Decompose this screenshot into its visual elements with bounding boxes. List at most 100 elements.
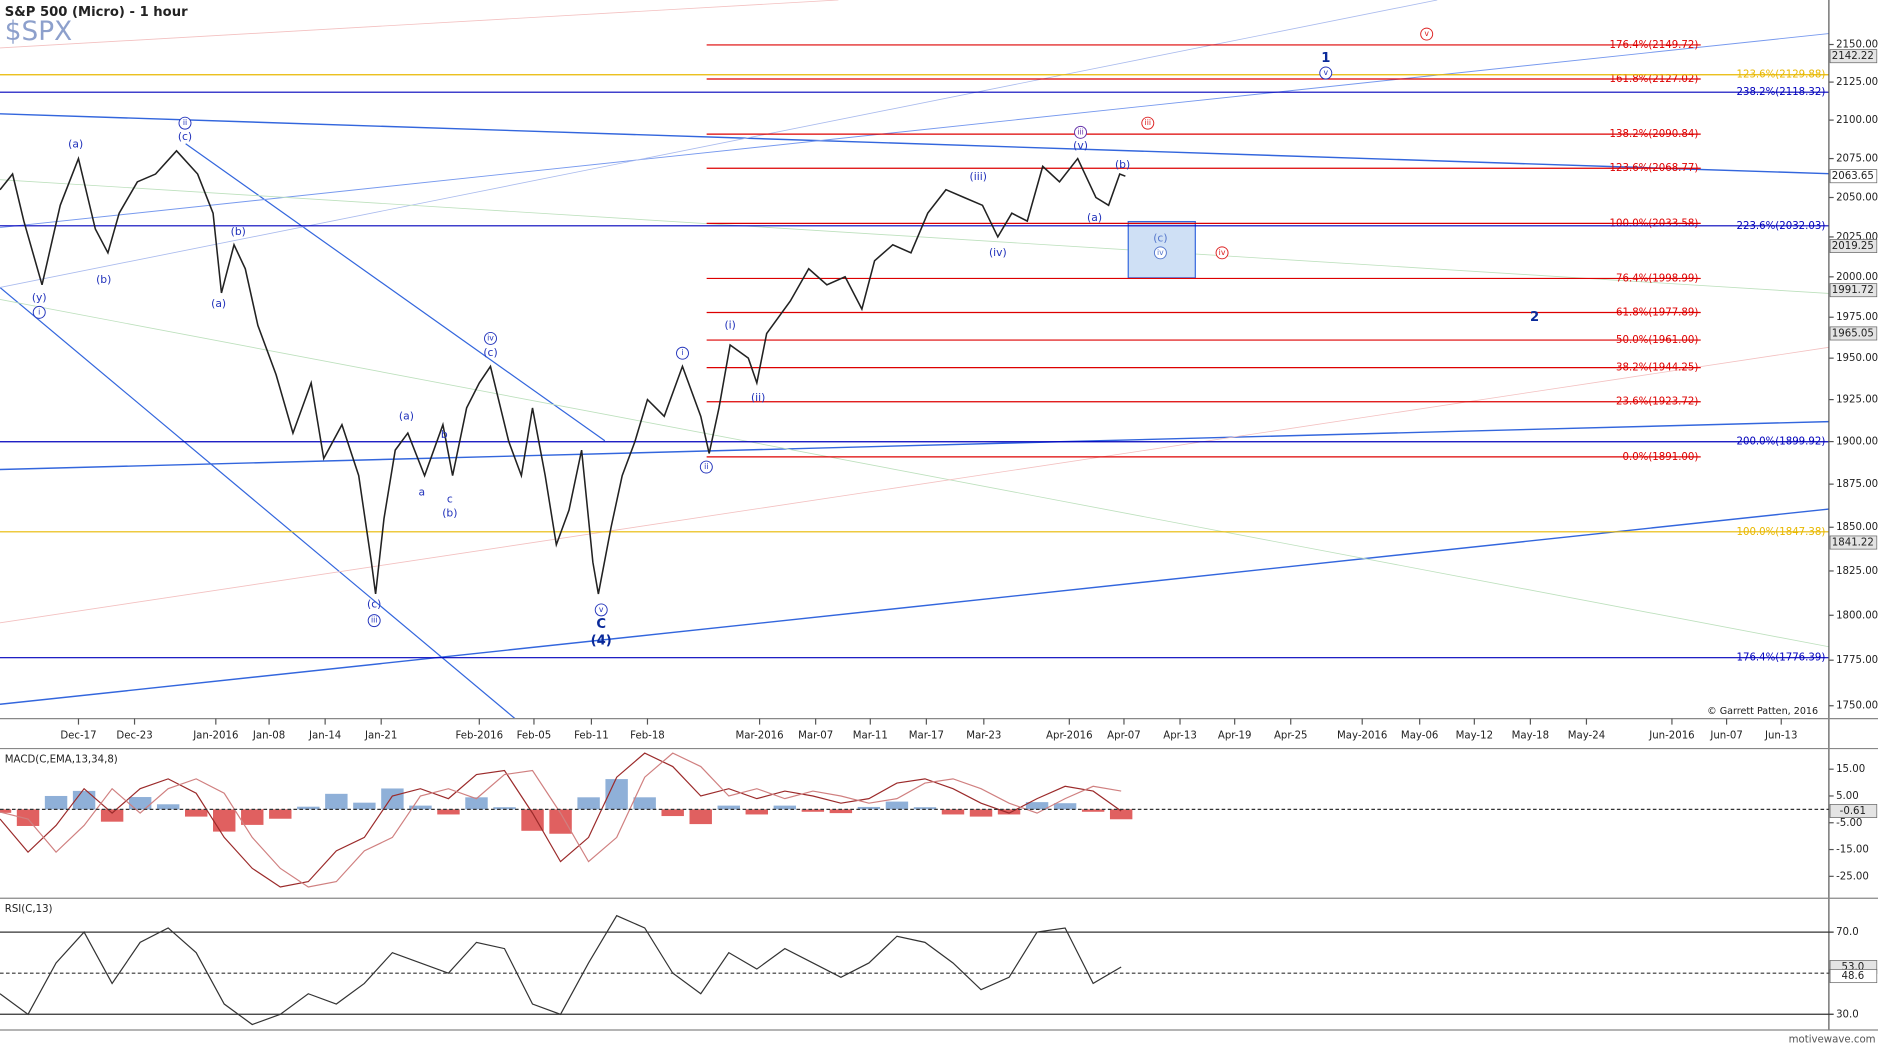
wave-label: 1 [1321, 51, 1330, 66]
y-tick-label: 15.00 [1836, 764, 1865, 775]
wave-label: (b) [96, 273, 111, 286]
wave-label: iii [1077, 127, 1083, 136]
trendline [0, 508, 1829, 705]
trendline [185, 143, 606, 442]
x-tick-label: Feb-18 [630, 730, 665, 741]
y-tick-label: -15.00 [1836, 845, 1869, 856]
wave-circle [1141, 116, 1155, 130]
price-tag-label: 1965.05 [1832, 328, 1874, 339]
price-tag [1829, 49, 1878, 64]
macd-line [0, 752, 1122, 888]
wave-label: (b) [231, 225, 246, 238]
wave-label: b [441, 428, 448, 441]
wave-circle [32, 305, 46, 319]
y-tick-label: 2150.00 [1836, 40, 1878, 51]
wave-circle [1215, 246, 1229, 260]
pane-title: RSI(C,13) [5, 904, 53, 915]
y-tick-label: 1775.00 [1836, 655, 1878, 666]
wave-label: (iv) [989, 246, 1007, 259]
wave-circle [178, 116, 192, 130]
histogram-bar [381, 788, 404, 810]
price-tag-label: 2063.65 [1832, 171, 1874, 182]
wave-circle [676, 346, 689, 360]
histogram-bar [689, 809, 712, 825]
histogram-bar [577, 797, 600, 810]
histogram-bar [941, 809, 965, 815]
y-tick-label: 1750.00 [1836, 701, 1878, 712]
histogram-bar [493, 807, 516, 810]
wave-label: (ii) [751, 391, 765, 404]
y-tick-label: -5.00 [1836, 818, 1862, 829]
y-tick-label: 1875.00 [1836, 479, 1878, 490]
histogram-bar [1081, 809, 1105, 812]
fib-label: 123.6%(2068.77) [1610, 163, 1699, 174]
histogram-bar [605, 779, 628, 810]
trendline [0, 299, 1829, 648]
fib-label: 50.0%(1961.00) [1616, 335, 1698, 346]
wave-label: (iii) [970, 170, 987, 183]
wave-label: i [681, 348, 683, 357]
trendline [0, 346, 1829, 624]
x-tick-label: Mar-23 [966, 730, 1001, 741]
x-tick-label: Mar-07 [798, 730, 833, 741]
wave-label: v [599, 605, 604, 614]
fib-label: 38.2%(1944.25) [1616, 363, 1698, 374]
wave-label: iv [1157, 248, 1164, 257]
fib-label: 223.6%(2032.03) [1737, 221, 1826, 232]
histogram-bar [717, 805, 740, 810]
histogram-bar [773, 805, 797, 810]
histogram-bar [633, 797, 656, 810]
histogram-bar [16, 809, 40, 826]
x-tick-label: May-18 [1512, 730, 1549, 741]
y-tick-label: 1925.00 [1836, 395, 1878, 406]
x-tick-label: May-12 [1456, 730, 1493, 741]
chart-title: S&P 500 (Micro) - 1 hour [5, 5, 188, 20]
histogram-bar [829, 809, 853, 814]
fib-label: 123.6%(2129.88) [1737, 70, 1826, 81]
histogram-bar [72, 790, 96, 810]
chart-subtitle: $SPX [5, 17, 72, 47]
histogram-bar [325, 793, 348, 810]
wave-label: (a) [399, 409, 414, 422]
x-tick-label: Jan-14 [308, 730, 341, 741]
histogram-bar [1025, 802, 1049, 810]
wave-label: iii [1145, 118, 1151, 127]
price-tag-label: -0.61 [1840, 806, 1866, 817]
y-tick-label: 2000.00 [1836, 272, 1878, 283]
wave-label: (a) [211, 297, 226, 310]
y-tick-label: 2125.00 [1836, 77, 1878, 88]
histogram-bar [128, 797, 152, 810]
histogram-bar [241, 809, 264, 825]
x-tick-label: Dec-17 [60, 730, 96, 741]
price-tag [1829, 283, 1878, 298]
y-tick-label: 2050.00 [1836, 193, 1878, 204]
histogram-bar [521, 809, 544, 831]
y-tick-label: 1900.00 [1836, 437, 1878, 448]
price-tag [1829, 169, 1878, 184]
x-tick-label: May-06 [1401, 730, 1438, 741]
x-tick-label: Jan-08 [252, 730, 285, 741]
pane-title: MACD(C,EMA,13,34,8) [5, 754, 118, 765]
wave-circle [1074, 125, 1087, 139]
x-tick-label: Mar-17 [909, 730, 944, 741]
y-tick-label: 1825.00 [1836, 566, 1878, 577]
trendline [0, 420, 1829, 471]
y-tick-label: 30.0 [1836, 1009, 1859, 1020]
fib-label: 23.6%(1923.72) [1616, 397, 1698, 408]
fib-label: 0.0%(1891.00) [1623, 452, 1699, 463]
histogram-bar [1109, 809, 1133, 820]
wave-label: (i) [724, 318, 735, 331]
histogram-bar [409, 805, 432, 810]
wave-label: v [1424, 29, 1429, 38]
histogram-bar [0, 809, 12, 813]
wave-label: (b) [442, 506, 457, 519]
fib-label: 76.4%(1998.99) [1616, 273, 1698, 284]
y-tick-label: 1975.00 [1836, 312, 1878, 323]
wave-label: (4) [591, 633, 612, 648]
price-tag-label: 53.0 [1842, 962, 1865, 973]
y-tick-label: 2100.00 [1836, 115, 1878, 126]
x-tick-label: May-2016 [1337, 730, 1387, 741]
x-tick-label: Apr-13 [1163, 730, 1197, 741]
trendline [0, 286, 516, 720]
wave-label: (c) [483, 346, 497, 359]
